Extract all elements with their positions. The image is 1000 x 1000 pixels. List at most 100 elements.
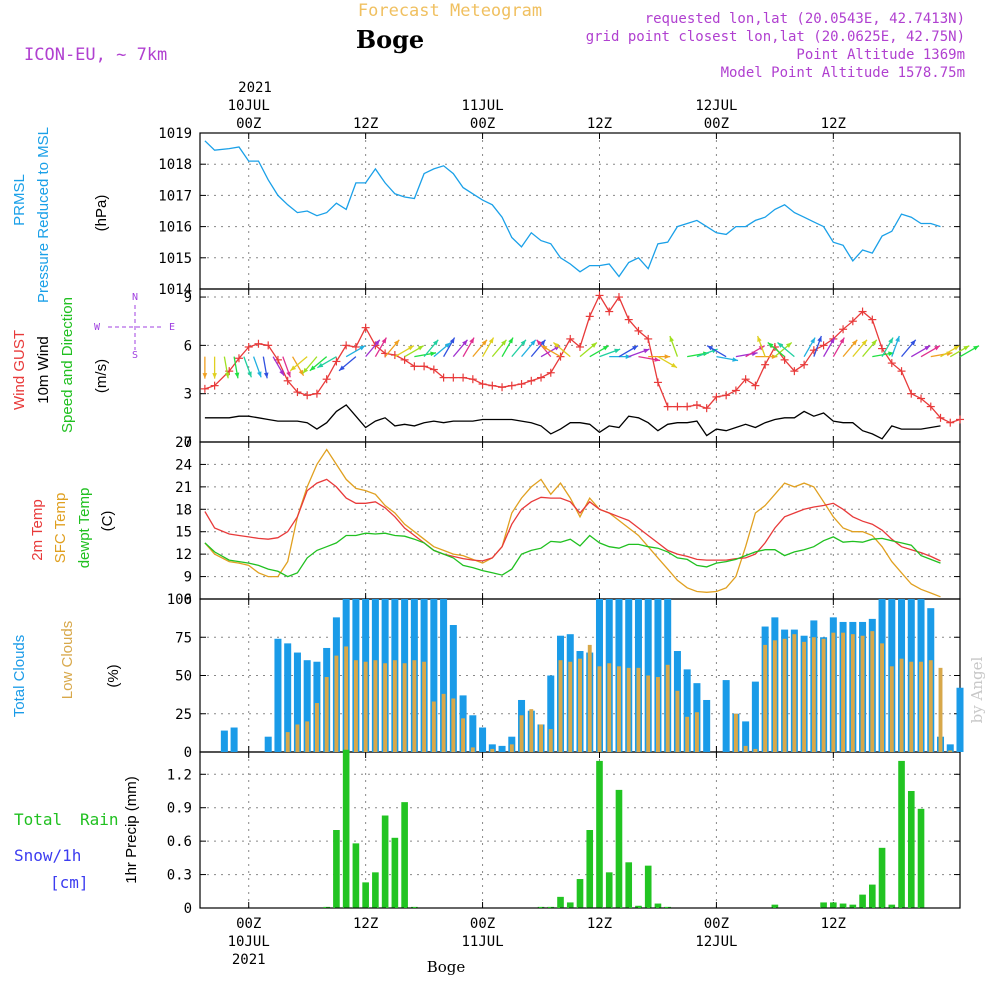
rain-bar: [576, 879, 584, 908]
tsfc-label: SFC Temp: [52, 493, 69, 564]
wind-arrow: [443, 337, 456, 357]
wind-arrow-head: [643, 348, 650, 354]
wind-arrow-head: [381, 337, 387, 344]
rain-bar: [654, 903, 662, 908]
wind-arrow-head: [339, 365, 345, 371]
low-cloud-bar: [889, 666, 894, 752]
rain-bar: [381, 815, 389, 908]
wind-arrow: [423, 339, 439, 358]
wind-arrow: [910, 345, 931, 358]
rain-bar: [868, 884, 876, 908]
wind-arrow-head: [767, 342, 774, 348]
compass-e: E: [169, 322, 175, 333]
gust-marker: [800, 360, 809, 369]
wind-arrow-head: [432, 339, 439, 346]
gust-marker: [956, 415, 964, 424]
y-tick-label: 0: [184, 901, 192, 917]
y-tick-label: 1015: [158, 251, 192, 267]
wind-arrow: [452, 339, 468, 358]
rain-bar: [401, 802, 408, 908]
gust-marker: [819, 341, 828, 350]
low-cloud-bar: [607, 663, 612, 752]
pressure-desc-label: Pressure Reduced to MSL: [35, 127, 52, 303]
gust-label: Wind GUST: [11, 330, 28, 410]
x-tick-label-bottom: 12JUL: [695, 934, 737, 950]
low-cloud-bar: [919, 661, 923, 752]
chart-title: Forecast Meteogram: [358, 1, 542, 21]
wind-arrow-head: [871, 339, 877, 346]
wind-arrow-head: [934, 345, 941, 351]
low-cloud-bar: [587, 644, 592, 752]
wind-arrow-head: [430, 351, 437, 357]
wind-arrow: [272, 356, 285, 377]
wind-arrow: [292, 356, 305, 377]
rain-bar: [830, 902, 837, 908]
low-cloud-bar: [880, 643, 884, 752]
rain-bar: [342, 749, 350, 908]
wind-arrow-head: [963, 345, 970, 351]
wind-arrow: [920, 345, 941, 358]
rain-bar: [644, 865, 652, 908]
low-cloud-bar: [792, 634, 797, 752]
wind-arrow: [384, 339, 400, 358]
rain-bar: [898, 760, 905, 908]
low-cloud-bar: [578, 658, 582, 752]
wind-arrow: [262, 356, 269, 379]
total-cloud-bar: [498, 745, 506, 752]
compass-s: S: [132, 350, 138, 361]
gust-marker: [878, 344, 887, 353]
y-tick-label: 0.3: [167, 868, 192, 884]
wind-arrow: [669, 335, 679, 357]
wind-arrow: [482, 337, 495, 357]
wind-arrow-head: [785, 342, 792, 348]
total-cloud-bar: [742, 721, 750, 752]
top-year-label: 2021: [238, 80, 272, 96]
footer-location: Boge: [427, 958, 466, 976]
wind-panel: [199, 288, 961, 443]
dewpt-line: [204, 532, 941, 578]
y-tick-label: 0: [184, 435, 192, 451]
wind-arrow: [472, 339, 488, 358]
gust-marker: [858, 307, 867, 316]
gust-marker: [585, 312, 594, 321]
wind-arrow-head: [286, 371, 291, 378]
gust-marker: [868, 315, 877, 324]
wind-arrow: [404, 345, 424, 358]
wind-arrow-head: [508, 337, 514, 344]
wind-arrow-head: [309, 365, 316, 371]
x-tick-label-bottom: 2021: [232, 952, 266, 968]
x-tick-label-bottom: 00Z: [470, 916, 495, 932]
rain-bar: [888, 904, 896, 908]
gust-marker: [546, 368, 555, 377]
wind-arrow-head: [851, 339, 858, 346]
wind-arrow-head: [279, 369, 285, 376]
y-tick-label: 6: [184, 338, 192, 354]
rain-bar: [372, 872, 379, 908]
rain-bar: [849, 904, 857, 908]
wind-arrow-head: [444, 342, 451, 348]
low-cloud-bar: [373, 660, 378, 752]
gust-marker: [468, 375, 477, 384]
wind-arrow-head: [234, 372, 240, 379]
low-cloud-bar: [743, 745, 748, 752]
rain-bar: [547, 906, 555, 908]
x-tick-label-top: 00Z: [470, 116, 495, 132]
wind-arrow: [243, 356, 252, 378]
wind-arrow: [501, 337, 514, 357]
wind10m-label: 10m Wind: [35, 336, 52, 404]
gust-marker: [293, 388, 302, 397]
y-tick-label: 15: [175, 525, 192, 541]
rain-bar: [839, 903, 847, 908]
gust-marker: [897, 367, 906, 376]
gust-marker: [653, 378, 662, 387]
wind-arrow-head: [771, 354, 778, 359]
total-cloud-bar: [751, 681, 759, 752]
total-cloud-bar: [956, 687, 964, 752]
wind-arrow: [579, 342, 598, 358]
low-cloud-bar: [470, 747, 475, 752]
gust-marker: [614, 293, 623, 302]
precip-unit-label: 1hr Precip (mm): [123, 776, 140, 884]
low-cloud-bar: [841, 632, 846, 752]
wind-arrow-head: [654, 357, 661, 362]
total-cloud-bar: [274, 638, 282, 752]
